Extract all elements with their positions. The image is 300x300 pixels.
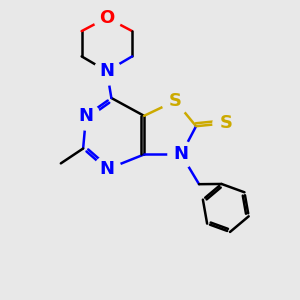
Text: N: N — [79, 107, 94, 125]
Text: N: N — [99, 62, 114, 80]
Text: S: S — [219, 114, 232, 132]
Text: N: N — [174, 146, 189, 164]
Text: N: N — [99, 160, 114, 178]
Text: S: S — [169, 92, 182, 110]
Text: O: O — [99, 9, 115, 27]
